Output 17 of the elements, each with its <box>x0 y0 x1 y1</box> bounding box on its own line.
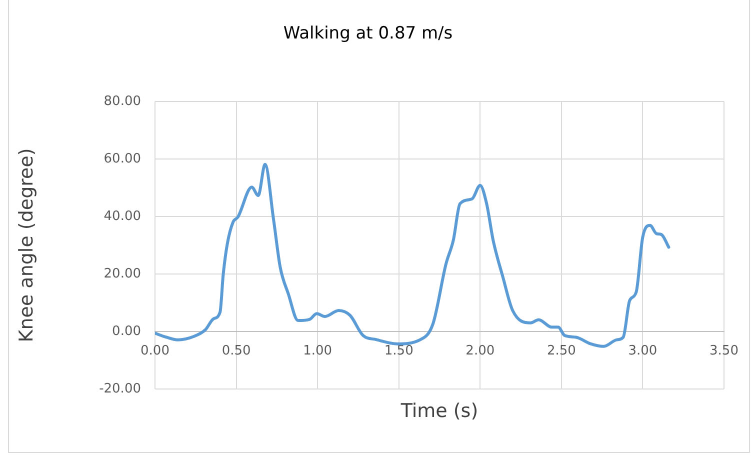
x-tick-label: 0.50 <box>222 344 251 359</box>
y-tick-label: -20.00 <box>99 381 141 396</box>
y-tick-label: 80.00 <box>104 94 141 109</box>
x-tick-label: 3.00 <box>628 344 658 359</box>
y-tick-label: 60.00 <box>104 151 141 166</box>
y-tick-label: 40.00 <box>104 208 141 224</box>
x-axis-title: Time (s) <box>400 400 480 422</box>
x-tick-label: 2.50 <box>546 344 576 359</box>
y-axis-title: Knee angle (degree) <box>15 148 38 342</box>
x-tick-label: 1.50 <box>384 344 414 359</box>
y-tick-label: 20.00 <box>104 266 141 282</box>
x-tick-label: 0.00 <box>140 344 170 359</box>
x-tick-label: 2.00 <box>466 344 495 359</box>
x-tick-label: 3.50 <box>710 344 738 359</box>
y-tick-label: 0.00 <box>112 324 141 339</box>
x-tick-label: 1.00 <box>303 344 332 359</box>
chart-title: Walking at 0.87 m/s <box>283 24 453 44</box>
